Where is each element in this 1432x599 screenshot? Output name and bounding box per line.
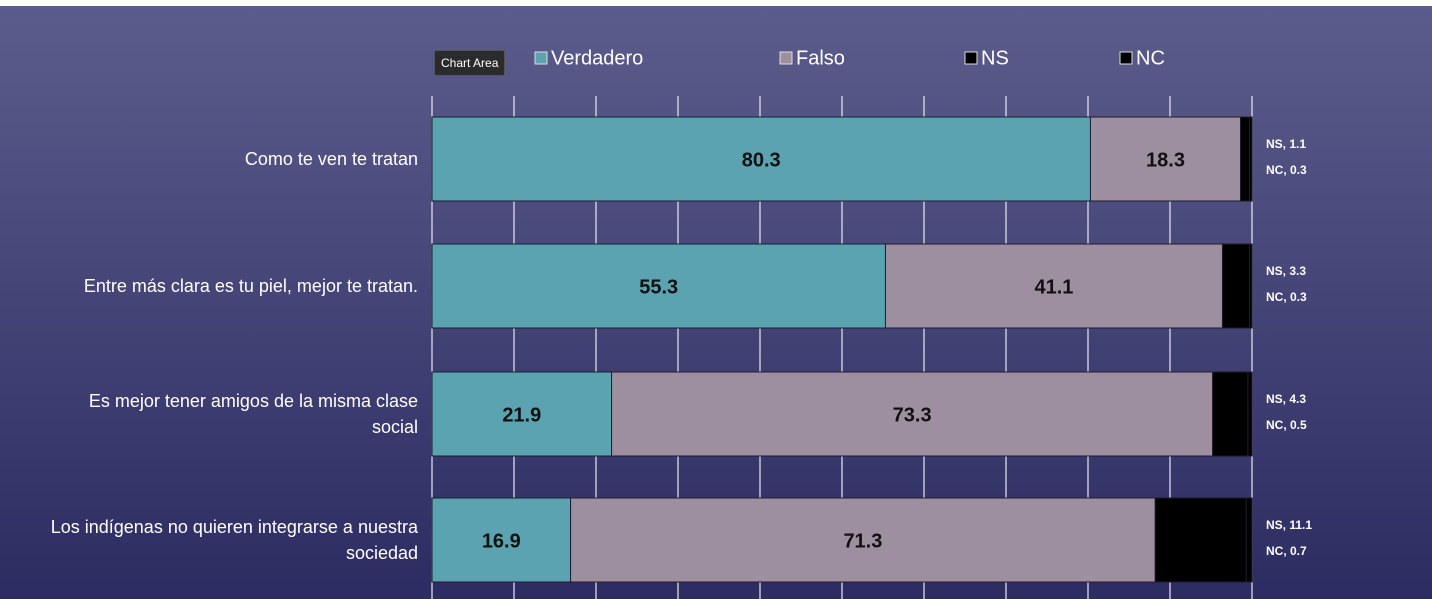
bar-segment [1249,116,1253,202]
bar-segment [884,243,1223,329]
legend-swatch [534,51,548,65]
data-label: NS, 3.3 [1266,264,1306,278]
data-label: NS, 1.1 [1266,137,1306,151]
bar-segment [611,371,1214,457]
plot: Verdadero Falso NS NC 80.3 18.3 NS, 1.1 NC, 0.3… [431,47,1312,599]
category-label: Los indígenas no quieren integrarse a nu… [50,517,418,563]
data-label: 16.9 [482,530,521,552]
bar-segment [431,497,572,583]
data-label: NC, 0.5 [1266,418,1307,432]
bar-segment [1089,116,1242,202]
category-label: Entre más clara es tu piel, mejor te tra… [83,276,418,296]
legend-label: NC [1136,47,1165,69]
bar-segment [1212,371,1249,457]
bar-segment [1247,371,1253,457]
bar-segment [1245,497,1253,583]
bar-segment [431,371,613,457]
data-label: NC, 0.3 [1266,163,1307,177]
legend-label: Falso [796,47,845,69]
bar-segment [1249,243,1253,329]
bar-segment [1221,243,1251,329]
bar-segment [1154,497,1247,583]
bar-segment [431,243,886,329]
data-label: 73.3 [893,404,932,426]
data-label: 18.3 [1146,149,1185,171]
data-label: 55.3 [639,276,678,298]
tooltip: Chart Area [434,50,506,76]
data-label: NS, 11.1 [1266,518,1312,532]
data-label: NC, 0.3 [1266,290,1307,304]
data-label: 80.3 [742,149,781,171]
data-label: 21.9 [502,404,541,426]
legend-swatch [1119,51,1133,65]
legend-swatch [964,51,978,65]
category-label: Es mejor tener amigos de la misma clase … [88,391,418,437]
data-label: 41.1 [1035,276,1074,298]
bar-segment [431,116,1091,202]
bar-segment [1240,116,1251,202]
data-label: 71.3 [843,530,882,552]
data-label: NC, 0.7 [1266,544,1307,558]
data-label: NS, 4.3 [1266,392,1306,406]
legend-label: Verdadero [551,47,643,69]
legend-swatch [779,51,793,65]
category-label: Como te ven te tratan [244,149,418,169]
legend-label: NS [981,47,1009,69]
